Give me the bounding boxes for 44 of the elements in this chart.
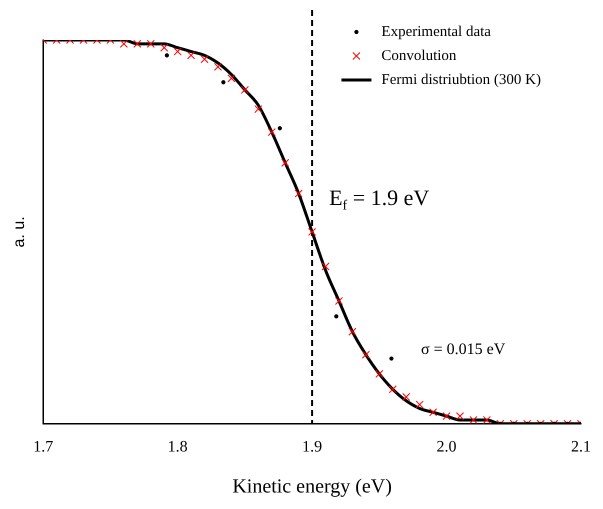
point <box>200 55 209 64</box>
x-tick-label: 1.9 <box>302 438 322 456</box>
point <box>322 262 330 270</box>
legend-label: Convolution <box>381 48 457 64</box>
point <box>416 400 424 409</box>
point <box>429 408 438 416</box>
point <box>389 356 394 361</box>
point <box>214 62 222 71</box>
x-tick-label: 2.1 <box>571 438 591 456</box>
point <box>308 228 316 236</box>
point <box>402 392 410 401</box>
point <box>334 314 338 318</box>
point <box>187 51 196 60</box>
point <box>254 105 262 114</box>
point <box>456 412 464 420</box>
point <box>362 350 370 359</box>
x-tick-label: 2.0 <box>436 438 457 456</box>
point <box>227 74 236 82</box>
point <box>278 126 282 130</box>
x-tick-label: 1.8 <box>168 438 188 456</box>
point <box>334 296 344 306</box>
point <box>221 80 226 84</box>
point <box>146 40 155 48</box>
annotation: σ = 0.015 eV <box>421 340 506 358</box>
point <box>375 370 384 378</box>
point <box>482 416 491 424</box>
x-tick-label: 1.7 <box>33 438 54 456</box>
point <box>469 416 478 424</box>
legend-label: Experimental data <box>381 24 492 40</box>
legend-label: Fermi distriubtion (300 K) <box>381 72 542 88</box>
point <box>174 47 182 56</box>
point <box>120 40 128 48</box>
point <box>294 189 303 198</box>
point <box>281 158 290 167</box>
point <box>268 128 276 136</box>
point <box>240 86 249 94</box>
point <box>133 40 142 48</box>
point <box>160 44 168 52</box>
y-axis-title: a. u. <box>11 216 28 248</box>
point <box>442 412 451 420</box>
point <box>348 328 356 336</box>
point <box>388 385 397 394</box>
x-axis-title: Kinetic energy (eV) <box>232 475 392 498</box>
point <box>164 53 169 58</box>
